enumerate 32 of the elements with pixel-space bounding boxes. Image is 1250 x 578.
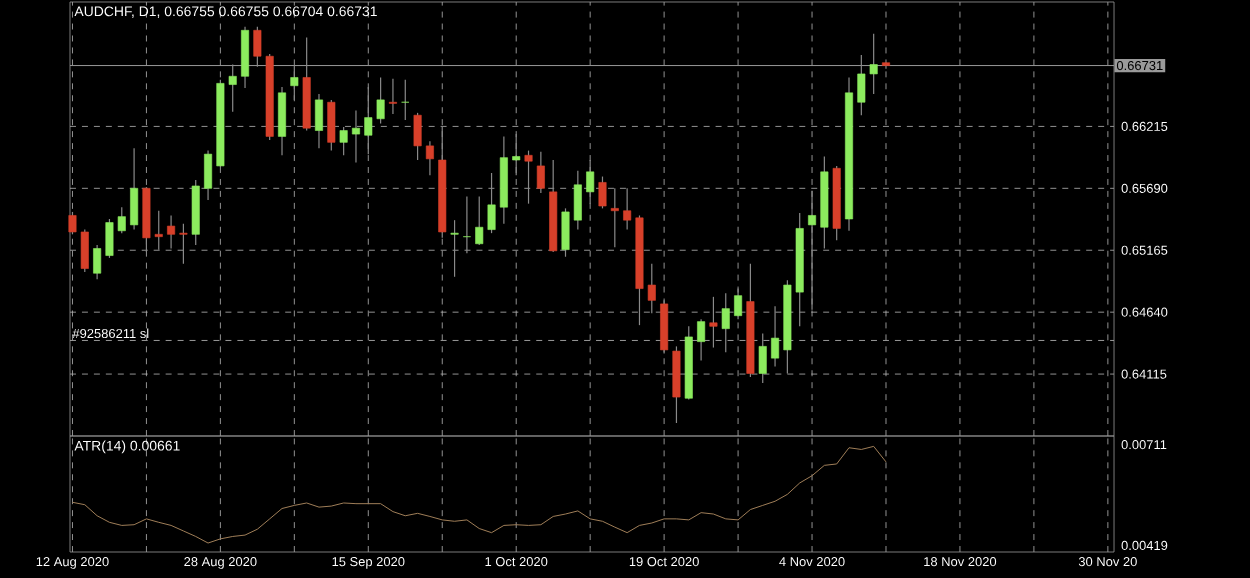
candlestick [93, 244, 102, 280]
candlestick [808, 190, 817, 311]
candlestick [512, 133, 521, 176]
candlestick [351, 109, 360, 163]
candlestick [598, 175, 607, 209]
candlestick [623, 187, 632, 231]
candlestick [672, 345, 681, 424]
candlestick [709, 296, 718, 349]
candlestick [771, 305, 780, 368]
candlestick [241, 26, 250, 89]
candlestick [167, 214, 176, 250]
candlestick [450, 219, 459, 278]
candlestick [524, 149, 533, 205]
candlestick [327, 99, 336, 152]
candlestick [179, 223, 188, 265]
candlestick [586, 159, 595, 205]
candlestick [130, 147, 139, 231]
candlestick [660, 299, 669, 355]
candlestick [536, 151, 545, 194]
candlestick [697, 318, 706, 362]
candlestick [278, 86, 286, 156]
candlestick [610, 187, 619, 248]
candlestick [721, 292, 730, 353]
candlestick [290, 65, 299, 101]
candlestick [413, 112, 422, 161]
candlestick [758, 332, 767, 384]
candlestick [314, 93, 323, 149]
candlestick [734, 287, 743, 320]
candlestick [388, 78, 397, 115]
candlestick [425, 140, 434, 176]
candlestick [339, 126, 348, 156]
candlestick [204, 149, 213, 201]
